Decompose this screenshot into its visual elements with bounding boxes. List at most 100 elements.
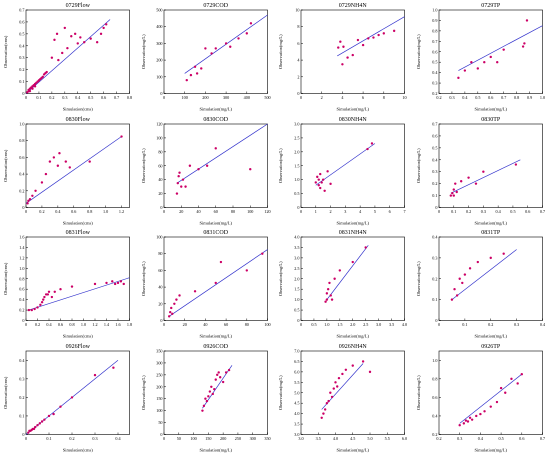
y-tick-label: 0.7 <box>432 121 437 126</box>
data-point <box>88 159 91 163</box>
y-axis-label: Observation(mg/L) <box>278 34 283 69</box>
data-point <box>170 312 173 316</box>
y-tick-label: 0 <box>160 91 162 96</box>
plot-frame <box>300 123 405 208</box>
data-point <box>522 42 526 45</box>
x-tick-label: 1.0 <box>103 209 108 214</box>
y-tick-label: 0.1 <box>432 193 437 198</box>
x-tick-label: 40 <box>203 322 207 327</box>
data-point <box>509 377 513 380</box>
chart-title: 0926NH4N <box>339 344 368 350</box>
data-point <box>330 395 334 398</box>
fit-line <box>458 373 522 424</box>
scatter-panel: 0729Flow 0 0.1 0.2 0.3 0.4 0.5 0.6 0.7 0.8 0 0.1 0.2… <box>0 0 138 114</box>
data-point <box>211 392 214 395</box>
data-point <box>351 260 354 264</box>
data-point <box>368 370 372 373</box>
x-tick-label: 0 <box>25 436 27 441</box>
scatter-plot: 0926COD 0 50 100 150 200 250 300 350 0 50 100 150 200… <box>141 344 271 453</box>
scatter-plot: 0729Flow 0 0.1 0.2 0.3 0.4 0.5 0.6 0.7 0.8 0 0.1 0.2… <box>3 3 132 112</box>
x-axis-label: Simulation(mg/L) <box>474 447 507 452</box>
data-point <box>36 306 39 309</box>
data-point <box>452 287 456 291</box>
scatter-panel: 0926Flow 0 0.1 0.2 0.3 0.4 0 0.1 0.2 0.3 0.4 Simula… <box>0 341 138 454</box>
y-tick-label: 40 <box>158 177 162 182</box>
x-tick-label: 120 <box>264 209 270 214</box>
data-point <box>93 373 97 376</box>
x-tick-label: 1.2 <box>119 209 124 214</box>
data-point <box>495 400 498 403</box>
x-tick-label: 0.1 <box>451 209 456 214</box>
y-tick-label: 2.5 <box>294 135 299 140</box>
y-axis-label: Observation(cms) <box>3 262 8 295</box>
y-tick-label: 0.6 <box>432 394 437 399</box>
scatter-panel: 0830NH4N 0 1 2 3 4 5 6 7 0 0.5 1.0 1.5 2.0 2.5 3.0 Simul… <box>275 114 413 228</box>
chart-title: 0729TP <box>481 3 501 9</box>
data-point <box>208 389 211 393</box>
data-point <box>44 293 48 296</box>
x-tick-label: 0.7 <box>539 436 544 441</box>
y-axis-label: Observation(cms) <box>3 376 8 409</box>
x-tick-label: 0.2 <box>465 209 470 214</box>
y-tick-label: 0 <box>22 432 24 437</box>
data-point <box>450 191 454 194</box>
x-tick-label: 40 <box>196 209 200 214</box>
data-point <box>102 26 105 30</box>
data-point <box>452 193 455 197</box>
x-tick-label: 6.0 <box>402 436 407 441</box>
x-tick-label: 0.1 <box>462 322 467 327</box>
scatter-plot: 0830TP 0 0.1 0.2 0.3 0.4 0.5 0.6 0.7 0 0.1 0.2 0.3 0.… <box>416 117 545 226</box>
x-tick-label: 1 <box>315 209 317 214</box>
y-axis-label: Observation(mg/L) <box>141 261 146 296</box>
x-tick-label: 4.0 <box>402 322 407 327</box>
data-point <box>47 414 51 417</box>
data-point <box>105 23 108 26</box>
x-tick-label: 1.5 <box>337 322 342 327</box>
y-tick-label: 1.0 <box>294 297 299 302</box>
data-point <box>214 377 217 381</box>
x-tick-label: 3.5 <box>316 436 321 441</box>
y-tick-label: 7.0 <box>294 348 299 353</box>
y-tick-label: 0.4 <box>19 43 25 48</box>
data-point <box>321 177 325 181</box>
x-tick-label: 0.1 <box>36 95 41 100</box>
data-point <box>28 197 32 200</box>
y-tick-label: 4 <box>297 58 300 63</box>
y-tick-label: 200 <box>156 384 162 389</box>
x-tick-label: 0.4 <box>46 322 52 327</box>
y-axis-label: Observation(mg/L) <box>141 374 146 409</box>
data-point <box>61 51 64 55</box>
y-tick-label: 0.6 <box>432 133 437 138</box>
x-tick-label: 100 <box>247 209 253 214</box>
plot-frame <box>300 350 405 435</box>
y-tick-label: 0 <box>160 205 162 210</box>
data-point <box>364 246 367 249</box>
y-tick-label: 0 <box>435 318 437 323</box>
x-tick-label: 0.4 <box>495 209 501 214</box>
scatter-plot: 0729NH4N 0 2 4 6 8 10 0 2 4 6 8 10 Simulation(mg/L) Ob… <box>278 3 407 112</box>
chart-title: 0926COD <box>203 344 228 350</box>
data-point <box>56 164 60 167</box>
data-point <box>202 404 205 407</box>
data-point <box>339 40 342 43</box>
y-tick-label: 3.5 <box>294 245 299 250</box>
x-tick-label: 0.5 <box>510 209 515 214</box>
data-point <box>336 384 339 388</box>
x-tick-label: 1.2 <box>92 322 97 327</box>
chart-title: 0831Flow <box>66 230 91 236</box>
x-tick-label: 0.7 <box>501 95 506 100</box>
y-tick-label: 0 <box>160 432 162 437</box>
x-axis-label: Simulation(mg/L) <box>337 107 370 112</box>
y-tick-label: 400 <box>156 24 162 29</box>
chart-title: 0831NH4N <box>339 230 368 236</box>
data-point <box>337 46 340 49</box>
scatter-panel: 0729COD 0 100 200 300 400 500 0 100 200 300 400 500 S… <box>138 0 276 114</box>
y-tick-label: 1.6 <box>19 235 24 240</box>
data-point <box>45 70 48 74</box>
data-point <box>193 65 196 68</box>
data-point <box>218 375 221 378</box>
x-axis-label: Simulation(mg/L) <box>474 107 507 112</box>
data-point <box>199 67 202 70</box>
data-point <box>27 308 31 312</box>
data-point <box>34 425 37 428</box>
